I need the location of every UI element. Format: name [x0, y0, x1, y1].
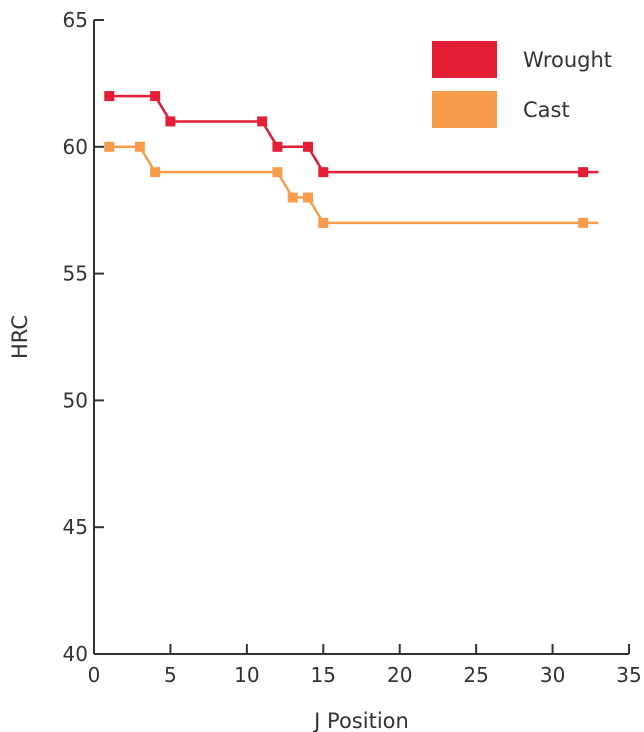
data-point [272, 167, 283, 178]
y-tick-label: 65 [63, 8, 88, 32]
legend-swatch [432, 91, 497, 128]
y-tick-label: 55 [63, 262, 88, 286]
series-line [109, 145, 599, 225]
y-ticks: 40 45 50 55 60 65 [63, 8, 104, 666]
legend-item-cast: Cast [432, 91, 570, 128]
data-point [272, 141, 283, 152]
legend-item-wrought: Wrought [432, 41, 612, 78]
x-ticks: 0 5 10 15 20 25 30 35 [88, 644, 642, 687]
y-tick-label: 50 [63, 388, 88, 412]
x-tick-label: 0 [88, 663, 101, 687]
series-cast [104, 141, 599, 228]
data-point [303, 192, 313, 203]
series-layer [104, 91, 599, 228]
x-tick-label: 20 [387, 663, 412, 687]
x-tick-label: 15 [311, 663, 336, 687]
x-tick-label: 25 [463, 663, 488, 687]
x-tick-label: 30 [540, 663, 565, 687]
y-tick-label: 45 [63, 515, 88, 539]
data-point [318, 217, 329, 228]
legend-label: Wrought [523, 48, 612, 72]
data-point [578, 217, 589, 228]
data-point [165, 116, 176, 127]
x-axis-title: J Position [312, 709, 409, 732]
data-point [104, 141, 115, 152]
data-point [303, 141, 313, 152]
data-point [257, 116, 268, 127]
x-tick-label: 35 [616, 663, 641, 687]
data-point [104, 91, 115, 102]
x-tick-label: 5 [164, 663, 177, 687]
data-point [150, 91, 161, 102]
data-point [287, 192, 298, 203]
axes-layer: 40 45 50 55 60 65 0 5 10 15 20 25 30 35 [63, 8, 642, 687]
data-point [134, 141, 145, 152]
legend-label: Cast [523, 98, 570, 122]
data-point [578, 167, 589, 178]
legend: Wrought Cast [432, 41, 612, 128]
y-tick-label: 60 [63, 135, 88, 159]
data-point [150, 167, 161, 178]
x-tick-label: 10 [234, 663, 259, 687]
series-wrought [104, 91, 599, 178]
y-tick-label: 40 [63, 642, 88, 666]
data-point [318, 167, 329, 178]
legend-swatch [432, 41, 497, 78]
y-axis-title: HRC [8, 315, 32, 359]
